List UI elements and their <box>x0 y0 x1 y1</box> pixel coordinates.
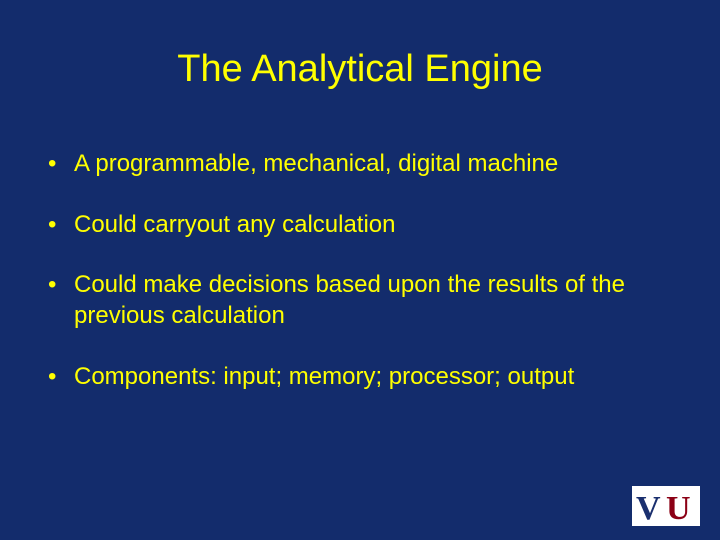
slide-title: The Analytical Engine <box>40 48 680 91</box>
bullet-list: A programmable, mechanical, digital mach… <box>40 149 680 393</box>
bullet-item: A programmable, mechanical, digital mach… <box>48 149 680 180</box>
vu-logo: V U <box>632 486 700 526</box>
bullet-item: Could carryout any calculation <box>48 210 680 241</box>
bullet-item: Components: input; memory; processor; ou… <box>48 362 680 393</box>
svg-text:U: U <box>666 490 691 526</box>
svg-text:V: V <box>636 490 661 526</box>
bullet-item: Could make decisions based upon the resu… <box>48 270 680 331</box>
slide: The Analytical Engine A programmable, me… <box>0 0 720 540</box>
